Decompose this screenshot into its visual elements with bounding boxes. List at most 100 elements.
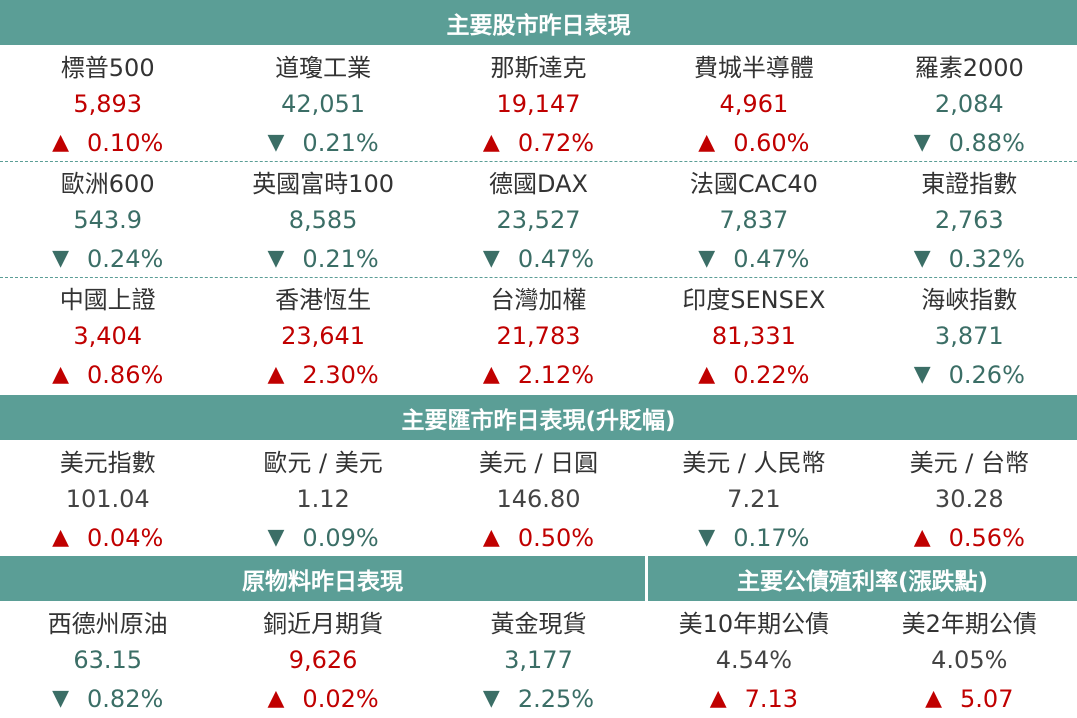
- quote-cell: 海峽指數 3,871 ▼ 0.26%: [862, 278, 1077, 394]
- change-value: 0.17%: [733, 523, 810, 552]
- quote-name: 英國富時100: [252, 169, 394, 198]
- quote-change: ▲ 0.10%: [52, 123, 163, 162]
- quote-value: 543.9: [73, 206, 143, 235]
- quote-name: 中國上證: [59, 285, 156, 314]
- fx-section-title: 主要匯市昨日表現(升貶幅): [401, 407, 676, 434]
- quote-change: ▼ 0.26%: [914, 356, 1025, 395]
- stocks-grid: 標普500 5,893 ▲ 0.10% 道瓊工業 42,051 ▼ 0.21% 那斯達克 19,1…: [0, 46, 1077, 394]
- change-value: 0.09%: [302, 523, 379, 552]
- quote-change: ▲ 7.13: [710, 679, 798, 718]
- quote-value: 2,084: [934, 90, 1004, 119]
- down-arrow-icon: ▼: [698, 525, 716, 551]
- quote-name: 美2年期公債: [901, 609, 1037, 638]
- quote-name: 海峽指數: [921, 285, 1018, 314]
- quote-name: 銅近月期貨: [263, 609, 384, 638]
- quote-change: ▲ 2.12%: [483, 356, 594, 395]
- quote-value: 42,051: [281, 90, 366, 119]
- quote-name: 香港恆生: [275, 285, 372, 314]
- quote-change: ▼ 0.24%: [52, 239, 163, 278]
- quote-change: ▼ 0.17%: [698, 518, 809, 557]
- quote-name: 美元 / 台幣: [909, 448, 1029, 477]
- quote-name: 道瓊工業: [275, 53, 372, 82]
- quote-change: ▼ 0.88%: [914, 123, 1025, 162]
- quote-name: 美元指數: [59, 448, 156, 477]
- quote-cell: 道瓊工業 42,051 ▼ 0.21%: [215, 46, 430, 162]
- up-arrow-icon: ▲: [482, 362, 500, 388]
- bonds-section-title: 主要公債殖利率(漲跌點): [736, 568, 989, 595]
- quote-cell: 德國DAX 23,527 ▼ 0.47%: [431, 162, 646, 278]
- quote-cell: 黃金現貨 3,177 ▼ 2.25%: [431, 602, 646, 718]
- quote-cell: 羅素2000 2,084 ▼ 0.88%: [862, 46, 1077, 162]
- quote-cell: 美10年期公債 4.54% ▲ 7.13: [646, 602, 861, 718]
- quote-value: 8,585: [288, 206, 358, 235]
- up-arrow-icon: ▲: [52, 525, 70, 551]
- quote-value: 4,961: [719, 90, 789, 119]
- quote-cell: 法國CAC40 7,837 ▼ 0.47%: [646, 162, 861, 278]
- change-value: 0.21%: [302, 128, 379, 157]
- quote-value: 23,641: [281, 322, 366, 351]
- quote-change: ▼ 0.47%: [698, 239, 809, 278]
- up-arrow-icon: ▲: [925, 686, 943, 712]
- quote-value: 21,783: [496, 322, 581, 351]
- quote-value: 3,871: [934, 322, 1004, 351]
- row-divider: [0, 161, 1077, 162]
- change-value: 5.07: [960, 684, 1014, 713]
- down-arrow-icon: ▼: [913, 246, 931, 272]
- quote-change: ▼ 0.21%: [268, 123, 379, 162]
- quote-cell: 美元 / 台幣 30.28 ▲ 0.56%: [862, 441, 1077, 557]
- quote-change: ▲ 0.86%: [52, 356, 163, 395]
- down-arrow-icon: ▼: [267, 246, 285, 272]
- quote-change: ▲ 0.22%: [698, 356, 809, 395]
- quote-name: 西德州原油: [47, 609, 168, 638]
- quote-name: 那斯達克: [490, 53, 587, 82]
- change-value: 0.47%: [517, 244, 595, 273]
- quote-cell: 台灣加權 21,783 ▲ 2.12%: [431, 278, 646, 394]
- quote-cell: 英國富時100 8,585 ▼ 0.21%: [215, 162, 430, 278]
- quote-value: 63.15: [73, 646, 143, 675]
- quote-name: 東證指數: [921, 169, 1018, 198]
- change-value: 0.24%: [87, 244, 164, 273]
- quote-cell: 美2年期公債 4.05% ▲ 5.07: [862, 602, 1077, 718]
- change-value: 0.04%: [87, 523, 164, 552]
- quote-cell: 美元 / 人民幣 7.21 ▼ 0.17%: [646, 441, 861, 557]
- quote-name: 美元 / 人民幣: [682, 448, 826, 477]
- quote-value: 146.80: [496, 485, 581, 514]
- up-arrow-icon: ▲: [482, 130, 500, 156]
- fx-grid: 美元指數 101.04 ▲ 0.04% 歐元 / 美元 1.12 ▼ 0.09% 美元 / 日圓…: [0, 441, 1077, 557]
- quote-name: 法國CAC40: [689, 169, 818, 198]
- quote-value: 3,404: [73, 322, 143, 351]
- quote-change: ▼ 0.09%: [268, 518, 379, 557]
- quote-change: ▼ 0.21%: [268, 239, 379, 278]
- down-arrow-icon: ▼: [52, 246, 70, 272]
- quote-cell: 中國上證 3,404 ▲ 0.86%: [0, 278, 215, 394]
- quote-change: ▼ 2.25%: [483, 679, 594, 718]
- up-arrow-icon: ▲: [52, 362, 70, 388]
- quote-value: 1.12: [296, 485, 350, 514]
- quote-value: 19,147: [496, 90, 581, 119]
- quote-change: ▲ 0.04%: [52, 518, 163, 557]
- change-value: 0.56%: [948, 523, 1025, 552]
- up-arrow-icon: ▲: [267, 362, 285, 388]
- commodities-section-header: 原物料昨日表現: [0, 556, 645, 601]
- quote-cell: 費城半導體 4,961 ▲ 0.60%: [646, 46, 861, 162]
- row-divider: [0, 277, 1077, 278]
- change-value: 0.50%: [517, 523, 595, 552]
- change-value: 0.26%: [948, 360, 1025, 389]
- down-arrow-icon: ▼: [913, 130, 931, 156]
- quote-change: ▲ 0.60%: [698, 123, 809, 162]
- change-value: 2.12%: [517, 360, 595, 389]
- quote-name: 羅素2000: [914, 53, 1024, 82]
- fx-section-header: 主要匯市昨日表現(升貶幅): [0, 395, 1077, 440]
- quote-value: 30.28: [934, 485, 1004, 514]
- quote-cell: 標普500 5,893 ▲ 0.10%: [0, 46, 215, 162]
- quote-value: 7,837: [719, 206, 789, 235]
- quote-name: 歐元 / 美元: [263, 448, 383, 477]
- quote-cell: 印度SENSEX 81,331 ▲ 0.22%: [646, 278, 861, 394]
- change-value: 0.86%: [87, 360, 164, 389]
- change-value: 0.72%: [517, 128, 595, 157]
- quote-name: 美10年期公債: [678, 609, 830, 638]
- quote-name: 費城半導體: [693, 53, 814, 82]
- up-arrow-icon: ▲: [267, 686, 285, 712]
- down-arrow-icon: ▼: [267, 130, 285, 156]
- change-value: 0.47%: [733, 244, 810, 273]
